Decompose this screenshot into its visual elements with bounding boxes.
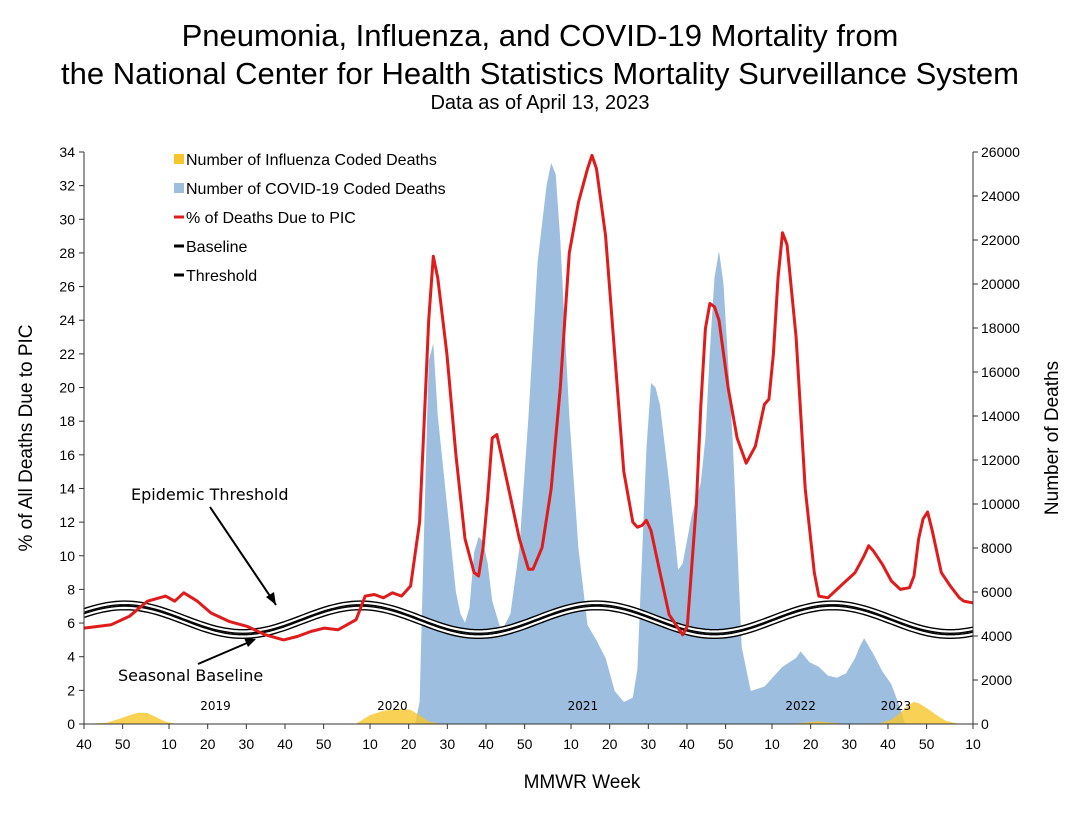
x-tick-label: 20: [803, 736, 819, 752]
year-label: 2023: [881, 699, 912, 713]
x-tick-label: 50: [919, 736, 935, 752]
legend-swatch: [174, 154, 184, 164]
x-tick-label: 50: [517, 736, 533, 752]
legend: Number of Influenza Coded Deaths Number o…: [174, 152, 446, 285]
y-tick-label-left: 20: [59, 380, 75, 396]
x-tick-label: 10: [764, 736, 780, 752]
y-axis-label-right: Number of Deaths: [1042, 361, 1063, 515]
x-tick-label: 10: [563, 736, 579, 752]
year-label: 2020: [377, 699, 408, 713]
x-tick-label: 30: [842, 736, 858, 752]
y-tick-label-right: 14000: [981, 408, 1020, 424]
seasonal-baseline-arrow: [197, 639, 255, 665]
y-tick-label-right: 22000: [981, 232, 1020, 248]
y-tick-label-right: 2000: [981, 672, 1012, 688]
legend-entry: Number of COVID-19 Coded Deaths: [186, 181, 446, 198]
y-tick-label-left: 14: [59, 480, 75, 496]
threshold-line-inner: [83, 601, 974, 633]
y-tick-label-left: 22: [59, 346, 75, 362]
legend-entry: Baseline: [186, 239, 247, 256]
chart-title: Pneumonia, Influenza, and COVID-19 Morta…: [181, 18, 899, 53]
x-tick-label: 10: [362, 736, 378, 752]
covid-deaths-area: [415, 163, 905, 724]
y-tick-label-left: 30: [59, 211, 75, 227]
x-tick-label: 30: [641, 736, 657, 752]
plot-lines: [83, 153, 974, 642]
x-tick-label: 40: [478, 736, 494, 752]
x-axis-label: MMWR Week: [524, 772, 641, 793]
x-tick-label: 50: [316, 736, 332, 752]
y-tick-label-right: 6000: [981, 584, 1012, 600]
plot-areas: [84, 163, 960, 724]
x-tick-label: 30: [440, 736, 456, 752]
y-tick-label-left: 16: [59, 447, 75, 463]
legend-swatch: [174, 183, 184, 193]
y-tick-label-left: 32: [59, 178, 75, 194]
x-tick-label: 20: [602, 736, 618, 752]
x-tick-label: 20: [200, 736, 216, 752]
y-tick-label-left: 24: [59, 312, 75, 328]
y-tick-label-left: 12: [59, 514, 75, 530]
epidemic-threshold-arrowhead: [266, 592, 276, 605]
y-tick-label-right: 8000: [981, 540, 1012, 556]
y-tick-label-right: 12000: [981, 452, 1020, 468]
x-tick-label: 40: [277, 736, 293, 752]
y-tick-label-left: 4: [67, 649, 75, 665]
y-tick-label-right: 10000: [981, 496, 1020, 512]
x-tick-label: 50: [115, 736, 131, 752]
year-label: 2022: [785, 699, 816, 713]
axes: 0246810121416182022242628303234020004000…: [59, 144, 1020, 752]
epidemic-threshold-label: Epidemic Threshold: [131, 485, 288, 504]
y-tick-label-left: 6: [67, 615, 75, 631]
legend-entry: Number of Influenza Coded Deaths: [186, 152, 437, 169]
x-tick-label: 40: [76, 736, 92, 752]
legend-entry: Threshold: [186, 268, 257, 285]
x-tick-label: 10: [161, 736, 177, 752]
legend-entry: % of Deaths Due to PIC: [186, 210, 356, 227]
y-tick-label-right: 26000: [981, 144, 1020, 160]
x-tick-label: 50: [718, 736, 734, 752]
y-tick-label-left: 18: [59, 413, 75, 429]
y-tick-label-left: 2: [67, 682, 75, 698]
y-tick-label-right: 20000: [981, 276, 1020, 292]
x-tick-label: 10: [965, 736, 981, 752]
x-tick-label: 40: [880, 736, 896, 752]
seasonal-baseline-arrowhead: [244, 638, 256, 647]
y-tick-label-left: 26: [59, 279, 75, 295]
year-label: 2021: [568, 699, 599, 713]
y-tick-label-left: 0: [67, 716, 75, 732]
y-tick-label-right: 4000: [981, 628, 1012, 644]
year-label: 2019: [200, 699, 231, 713]
pic-percent-line: [83, 153, 974, 642]
y-tick-label-left: 28: [59, 245, 75, 261]
y-tick-label-right: 18000: [981, 320, 1020, 336]
annotations: Epidemic Threshold Seasonal Baseline: [118, 485, 288, 685]
y-tick-label-right: 16000: [981, 364, 1020, 380]
y-tick-label-left: 10: [59, 548, 75, 564]
baseline-line-inner: [83, 606, 974, 638]
y-tick-label-left: 34: [59, 144, 75, 160]
y-axis-label-left: % of All Deaths Due to PIC: [16, 324, 37, 551]
chart-title-line2: the National Center for Health Statistic…: [61, 56, 1019, 91]
seasonal-baseline-label: Seasonal Baseline: [118, 666, 263, 685]
y-tick-label-right: 0: [981, 716, 989, 732]
chart-subtitle: Data as of April 13, 2023: [430, 92, 650, 114]
epidemic-threshold-arrow: [209, 506, 277, 606]
x-tick-label: 20: [401, 736, 417, 752]
x-tick-label: 40: [679, 736, 695, 752]
y-tick-label-left: 8: [67, 581, 75, 597]
y-tick-label-right: 24000: [981, 188, 1020, 204]
x-tick-label: 30: [239, 736, 255, 752]
